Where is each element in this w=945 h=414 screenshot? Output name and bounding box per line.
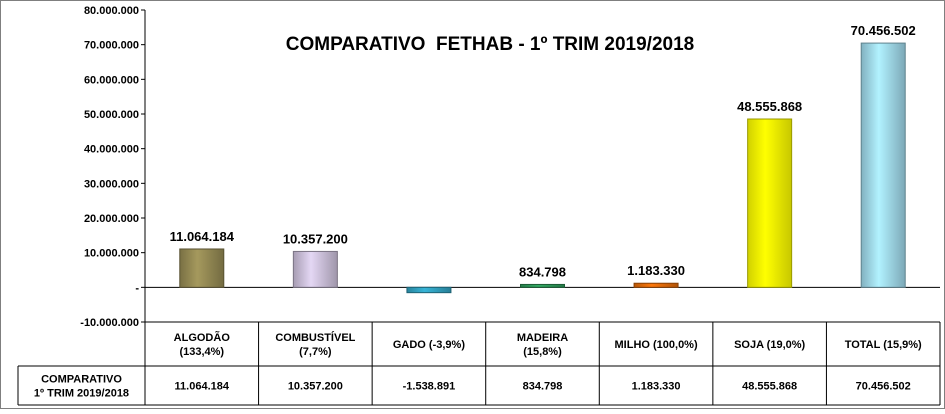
series-name-label: COMPARATIVO (41, 374, 122, 386)
bar (633, 282, 679, 288)
y-tick-label: 50.000.000 (84, 109, 139, 121)
y-tick-label: 80.000.000 (84, 5, 139, 17)
y-tick-label: - (135, 282, 139, 294)
category-label: (15,8%) (523, 346, 562, 358)
bar (747, 118, 793, 288)
y-tick-label: 60.000.000 (84, 74, 139, 86)
y-tick-label: 40.000.000 (84, 144, 139, 156)
table-value-cell: -1.538.891 (403, 381, 456, 393)
table-value-cell: 834.798 (523, 381, 563, 393)
table-value-cell: 11.064.184 (175, 381, 230, 393)
bar-data-label: 1.183.330 (627, 263, 685, 278)
category-label: ALGODÃO (174, 331, 231, 344)
y-tick-label: 20.000.000 (84, 213, 139, 225)
table-value-cell: 70.456.502 (856, 381, 911, 393)
y-tick-label: 10.000.000 (84, 248, 139, 260)
category-label: SOJA (19,0%) (734, 339, 805, 351)
chart-title: COMPARATIVO FETHAB - 1º TRIM 2019/2018 (286, 34, 694, 55)
y-tick-label: 70.000.000 (84, 40, 139, 52)
category-label: TOTAL (15,9%) (845, 339, 922, 351)
table-value-cell: 10.357.200 (288, 381, 343, 393)
bar (292, 250, 338, 288)
bar (860, 42, 906, 288)
category-label: MADEIRA (517, 332, 568, 344)
table-value-cell: 1.183.330 (632, 381, 681, 393)
bar (406, 286, 452, 294)
bar-data-label: 10.357.200 (283, 231, 348, 246)
bar (520, 283, 565, 288)
y-tick-label: 30.000.000 (84, 178, 139, 190)
series-name-label: 1º TRIM 2019/2018 (34, 388, 129, 400)
category-label: COMBUSTÍVEL (275, 331, 355, 344)
bar-data-label: 48.555.868 (737, 99, 802, 114)
bar (179, 248, 225, 288)
category-label: (133,4%) (179, 346, 224, 358)
bar-data-label: 11.064.184 (170, 229, 235, 244)
bar-data-label: 70.456.502 (851, 23, 916, 38)
category-label: (7,7%) (299, 346, 332, 358)
category-label: GADO (-3,9%) (393, 339, 465, 351)
bar-data-label: 834.798 (519, 264, 566, 279)
category-label: MILHO (100,0%) (615, 339, 698, 351)
table-value-cell: 48.555.868 (742, 381, 797, 393)
y-tick-label: -10.000.000 (80, 317, 139, 329)
